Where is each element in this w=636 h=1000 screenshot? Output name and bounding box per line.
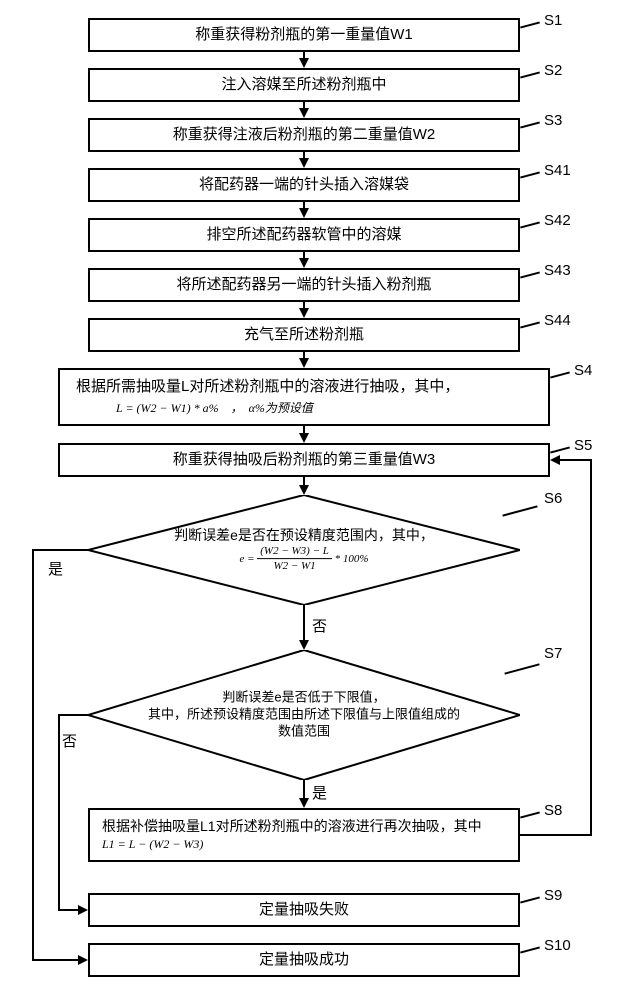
label-s43: S43	[544, 262, 571, 279]
arrow-s6-s7-head	[299, 640, 309, 650]
arrow-s7-no-head	[78, 905, 88, 915]
step-s4-formula: L = (W2 − W1) * a% ， α%为预设值	[116, 401, 313, 417]
label-s8: S8	[544, 802, 562, 819]
arrow-s6-yes-h	[32, 549, 88, 551]
label-s2: S2	[544, 62, 562, 79]
step-s5: 称重获得抽吸后粉剂瓶的第三重量值W3	[58, 443, 550, 477]
no-s6: 否	[312, 615, 327, 636]
step-s44: 充气至所述粉剂瓶	[88, 318, 520, 352]
step-s1-text: 称重获得粉剂瓶的第一重量值W1	[195, 25, 413, 45]
arrow-s8-loop-h2	[558, 459, 592, 461]
arrow-s4-s5-head	[299, 433, 309, 443]
step-s4: 根据所需抽吸量L对所述粉剂瓶中的溶液进行抽吸，其中， L = (W2 − W1)…	[58, 368, 550, 426]
step-s10-text: 定量抽吸成功	[259, 950, 349, 970]
step-s10: 定量抽吸成功	[88, 943, 520, 977]
yes-s6: 是	[48, 558, 63, 579]
conn-s43	[520, 271, 540, 278]
arrow-s43-s44-head	[299, 308, 309, 318]
label-s42: S42	[544, 212, 571, 229]
step-s44-text: 充气至所述粉剂瓶	[244, 325, 364, 345]
label-s3: S3	[544, 112, 562, 129]
arrow-s42-s43-head	[299, 258, 309, 268]
diamond-s7-text1: 判断误差e是否低于下限值，	[88, 690, 520, 707]
arrow-s6-s7	[303, 605, 305, 642]
step-s42: 排空所述配药器软管中的溶媒	[88, 218, 520, 252]
label-s10: S10	[544, 937, 571, 954]
label-s9: S9	[544, 887, 562, 904]
arrow-s1-s2-head	[299, 58, 309, 68]
step-s8-text: 根据补偿抽吸量L1对所述粉剂瓶中的溶液进行再次抽吸，其中	[102, 817, 482, 835]
conn-s2	[520, 71, 540, 78]
arrow-s5-s6-head	[299, 485, 309, 495]
step-s2: 注入溶媒至所述粉剂瓶中	[88, 68, 520, 102]
arrow-s6-yes-head	[78, 955, 88, 965]
conn-s1	[520, 21, 540, 28]
no-s7: 否	[62, 730, 77, 751]
diamond-s6: 判断误差e是否在预设精度范围内，其中， e = (W2 − W3) − L W2…	[88, 495, 520, 605]
diamond-s6-text1: 判断误差e是否在预设精度范围内，其中，	[88, 526, 520, 544]
step-s4-text: 根据所需抽吸量L对所述粉剂瓶中的溶液进行抽吸，其中，	[76, 377, 459, 397]
label-s41: S41	[544, 162, 571, 179]
step-s3: 称重获得注液后粉剂瓶的第二重量值W2	[88, 118, 520, 152]
arrow-s7-no-v	[58, 714, 60, 910]
step-s42-text: 排空所述配药器软管中的溶媒	[206, 225, 401, 245]
arrow-s44-s4-head	[299, 358, 309, 368]
step-s2-text: 注入溶媒至所述粉剂瓶中	[221, 75, 386, 95]
step-s1: 称重获得粉剂瓶的第一重量值W1	[88, 18, 520, 52]
arrow-s6-yes-v	[32, 549, 34, 960]
arrow-s3-s41-head	[299, 158, 309, 168]
step-s8-formula: L1 = L − (W2 − W3)	[102, 837, 203, 853]
step-s43-text: 将所述配药器另一端的针头插入粉剂瓶	[176, 275, 431, 295]
step-s9-text: 定量抽吸失败	[259, 900, 349, 920]
label-s5: S5	[574, 437, 592, 454]
conn-s3	[520, 121, 540, 128]
arrow-s8-loop-h1	[520, 834, 592, 836]
arrow-s8-loop-head	[550, 455, 560, 465]
yes-s7: 是	[312, 782, 327, 803]
conn-s4	[550, 371, 570, 378]
step-s3-text: 称重获得注液后粉剂瓶的第二重量值W2	[173, 125, 436, 145]
label-s6: S6	[544, 490, 562, 507]
arrow-s2-s3-head	[299, 108, 309, 118]
label-s44: S44	[544, 312, 571, 329]
label-s7: S7	[544, 645, 562, 662]
conn-s9	[520, 896, 540, 903]
arrow-s6-yes-h2	[32, 959, 80, 961]
step-s8: 根据补偿抽吸量L1对所述粉剂瓶中的溶液进行再次抽吸，其中 L1 = L − (W…	[88, 808, 520, 862]
label-s1: S1	[544, 12, 562, 29]
conn-s42	[520, 221, 540, 228]
arrow-s8-loop-v	[590, 459, 592, 836]
step-s41: 将配药器一端的针头插入溶媒袋	[88, 168, 520, 202]
arrow-s7-s8-head	[299, 798, 309, 808]
diamond-s7: 判断误差e是否低于下限值， 其中，所述预设精度范围由所述下限值与上限值组成的数值…	[88, 650, 520, 780]
conn-s5	[550, 446, 570, 453]
arrow-s7-no-h2	[58, 909, 80, 911]
diamond-s7-text2: 其中，所述预设精度范围由所述下限值与上限值组成的数值范围	[88, 707, 520, 741]
arrow-s7-no-h	[58, 714, 88, 716]
step-s5-text: 称重获得抽吸后粉剂瓶的第三重量值W3	[173, 450, 436, 470]
conn-s10	[520, 946, 540, 953]
step-s41-text: 将配药器一端的针头插入溶媒袋	[199, 175, 409, 195]
step-s9: 定量抽吸失败	[88, 893, 520, 927]
arrow-s41-s42-head	[299, 208, 309, 218]
label-s4: S4	[574, 362, 592, 379]
arrow-s7-s8	[303, 780, 305, 800]
conn-s44	[520, 321, 540, 328]
conn-s8	[520, 811, 540, 818]
conn-s41	[520, 171, 540, 178]
step-s43: 将所述配药器另一端的针头插入粉剂瓶	[88, 268, 520, 302]
